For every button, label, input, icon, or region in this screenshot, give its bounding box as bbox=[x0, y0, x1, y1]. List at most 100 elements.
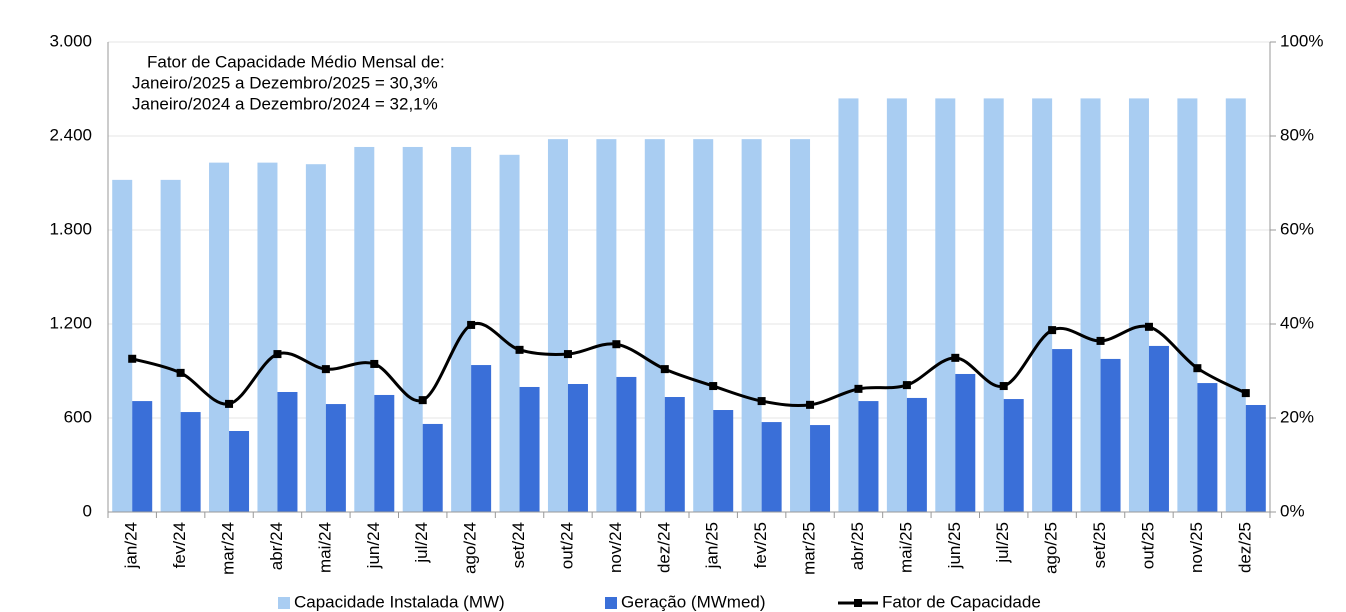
bar bbox=[761, 422, 782, 512]
x-tick-label: mai/25 bbox=[896, 522, 915, 573]
bar bbox=[180, 412, 201, 512]
legend-label: Capacidade Instalada (MW) bbox=[294, 592, 505, 611]
line-marker bbox=[1193, 364, 1202, 373]
x-tick-label: nov/24 bbox=[606, 522, 625, 573]
line-marker bbox=[563, 350, 572, 359]
bar bbox=[277, 391, 298, 512]
bar bbox=[402, 146, 423, 512]
bar bbox=[471, 365, 492, 512]
bar bbox=[838, 98, 859, 513]
line-marker bbox=[128, 354, 137, 363]
bar bbox=[790, 139, 811, 512]
line-marker bbox=[273, 350, 282, 359]
x-tick-label: jun/24 bbox=[364, 522, 383, 569]
x-tick-label: set/24 bbox=[509, 522, 528, 568]
bar bbox=[664, 397, 685, 512]
bar bbox=[422, 423, 443, 512]
bar bbox=[810, 425, 831, 512]
bar bbox=[354, 146, 375, 512]
x-tick-label: ago/24 bbox=[461, 522, 480, 574]
x-tick-label: fev/24 bbox=[170, 522, 189, 568]
line bbox=[131, 321, 1247, 408]
annotation: Janeiro/2024 a Dezembro/2024 = 32,1% bbox=[132, 94, 438, 113]
bar bbox=[1148, 345, 1169, 512]
y2-tick-label: 60% bbox=[1280, 219, 1314, 238]
bar bbox=[325, 404, 346, 512]
legend-label: Fator de Capacidade bbox=[882, 592, 1041, 611]
x-tick-label: dez/25 bbox=[1235, 522, 1254, 573]
bar bbox=[374, 394, 395, 512]
bar bbox=[644, 139, 665, 512]
bar bbox=[132, 401, 153, 512]
bar bbox=[499, 154, 520, 513]
line-marker bbox=[1241, 389, 1250, 398]
legend-marker bbox=[854, 599, 862, 607]
bar bbox=[1197, 383, 1218, 512]
legend-swatch bbox=[605, 597, 617, 609]
bar bbox=[1177, 98, 1198, 513]
legend-swatch bbox=[278, 597, 290, 609]
y-tick-label: 2.400 bbox=[49, 125, 92, 144]
line-marker bbox=[176, 368, 185, 377]
line-marker bbox=[709, 382, 718, 391]
x-tick-label: out/24 bbox=[557, 522, 576, 569]
x-tick-label: abr/25 bbox=[848, 522, 867, 570]
bar bbox=[1100, 358, 1121, 512]
annotation: Fator de Capacidade Médio Mensal de: bbox=[147, 52, 445, 71]
x-tick-label: abr/24 bbox=[267, 522, 286, 570]
line-marker bbox=[418, 396, 427, 405]
line-marker bbox=[321, 365, 330, 374]
line-marker bbox=[902, 381, 911, 390]
legend-label: Geração (MWmed) bbox=[621, 592, 766, 611]
x-tick-label: jan/25 bbox=[703, 522, 722, 569]
y-tick-label: 3.000 bbox=[49, 31, 92, 50]
bar bbox=[112, 179, 133, 512]
x-tick-label: nov/25 bbox=[1187, 522, 1206, 573]
line-marker bbox=[1048, 326, 1057, 335]
line-marker bbox=[370, 359, 379, 368]
x-tick-label: jul/25 bbox=[993, 522, 1012, 564]
line-marker bbox=[757, 397, 766, 406]
line-marker bbox=[1096, 336, 1105, 345]
bar bbox=[858, 401, 879, 512]
bar bbox=[616, 376, 637, 512]
x-tick-label: dez/24 bbox=[654, 522, 673, 573]
x-tick-label: set/25 bbox=[1090, 522, 1109, 568]
bar bbox=[935, 98, 956, 513]
y-tick-label: 1.200 bbox=[49, 313, 92, 332]
bar bbox=[741, 139, 762, 512]
x-tick-label: mai/24 bbox=[315, 522, 334, 573]
bar bbox=[519, 386, 540, 512]
bar bbox=[257, 162, 278, 512]
bar bbox=[906, 397, 927, 512]
line-marker bbox=[515, 345, 524, 354]
bar bbox=[451, 146, 472, 512]
line-marker bbox=[999, 382, 1008, 391]
line-marker bbox=[806, 400, 815, 409]
y2-tick-label: 40% bbox=[1280, 313, 1314, 332]
bar bbox=[547, 139, 568, 512]
bar bbox=[1128, 98, 1149, 513]
line-marker bbox=[854, 384, 863, 393]
y2-tick-label: 0% bbox=[1280, 501, 1305, 520]
bar bbox=[1225, 98, 1246, 513]
x-tick-label: fev/25 bbox=[751, 522, 770, 568]
bar bbox=[305, 164, 326, 512]
bar bbox=[1032, 98, 1053, 513]
bar bbox=[693, 139, 714, 512]
x-tick-label: jul/24 bbox=[412, 522, 431, 564]
line-marker bbox=[1144, 322, 1153, 331]
y2-tick-label: 20% bbox=[1280, 407, 1314, 426]
bar bbox=[209, 162, 230, 512]
bar bbox=[1245, 404, 1266, 512]
line-marker bbox=[225, 399, 234, 408]
bar bbox=[1003, 399, 1024, 512]
x-tick-label: jun/25 bbox=[945, 522, 964, 569]
line-marker bbox=[951, 353, 960, 362]
x-tick-label: mar/24 bbox=[219, 522, 238, 575]
bar bbox=[229, 431, 250, 512]
x-tick-label: out/25 bbox=[1138, 522, 1157, 569]
line-marker bbox=[612, 340, 621, 349]
bar bbox=[983, 98, 1004, 513]
